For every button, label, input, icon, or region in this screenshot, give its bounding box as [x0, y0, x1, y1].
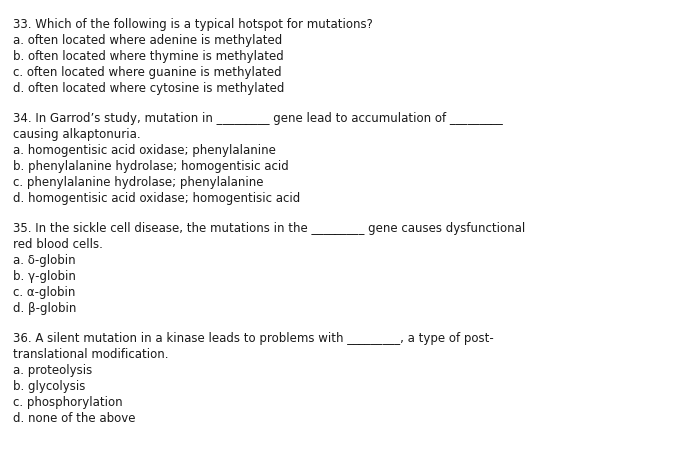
Text: translational modification.: translational modification. — [13, 347, 168, 360]
Text: red blood cells.: red blood cells. — [13, 238, 102, 250]
Text: 35. In the sickle cell disease, the mutations in the _________ gene causes dysfu: 35. In the sickle cell disease, the muta… — [13, 221, 525, 234]
Text: 34. In Garrod’s study, mutation in _________ gene lead to accumulation of ______: 34. In Garrod’s study, mutation in _____… — [13, 112, 503, 125]
Text: b. glycolysis: b. glycolysis — [13, 379, 85, 392]
Text: c. α-globin: c. α-globin — [13, 285, 75, 298]
Text: 33. Which of the following is a typical hotspot for mutations?: 33. Which of the following is a typical … — [13, 18, 372, 31]
Text: b. γ-globin: b. γ-globin — [13, 269, 76, 282]
Text: a. proteolysis: a. proteolysis — [13, 363, 92, 376]
Text: a. homogentisic acid oxidase; phenylalanine: a. homogentisic acid oxidase; phenylalan… — [13, 144, 276, 156]
Text: c. phosphorylation: c. phosphorylation — [13, 395, 122, 408]
Text: d. none of the above: d. none of the above — [13, 411, 135, 424]
Text: 36. A silent mutation in a kinase leads to problems with _________, a type of po: 36. A silent mutation in a kinase leads … — [13, 332, 494, 344]
Text: causing alkaptonuria.: causing alkaptonuria. — [13, 128, 140, 141]
Text: d. often located where cytosine is methylated: d. often located where cytosine is methy… — [13, 82, 284, 95]
Text: a. δ-globin: a. δ-globin — [13, 253, 75, 266]
Text: d. homogentisic acid oxidase; homogentisic acid: d. homogentisic acid oxidase; homogentis… — [13, 192, 300, 205]
Text: c. often located where guanine is methylated: c. often located where guanine is methyl… — [13, 66, 281, 79]
Text: c. phenylalanine hydrolase; phenylalanine: c. phenylalanine hydrolase; phenylalanin… — [13, 175, 263, 188]
Text: b. phenylalanine hydrolase; homogentisic acid: b. phenylalanine hydrolase; homogentisic… — [13, 160, 288, 173]
Text: b. often located where thymine is methylated: b. often located where thymine is methyl… — [13, 50, 284, 63]
Text: d. β-globin: d. β-globin — [13, 301, 76, 314]
Text: a. often located where adenine is methylated: a. often located where adenine is methyl… — [13, 34, 282, 47]
